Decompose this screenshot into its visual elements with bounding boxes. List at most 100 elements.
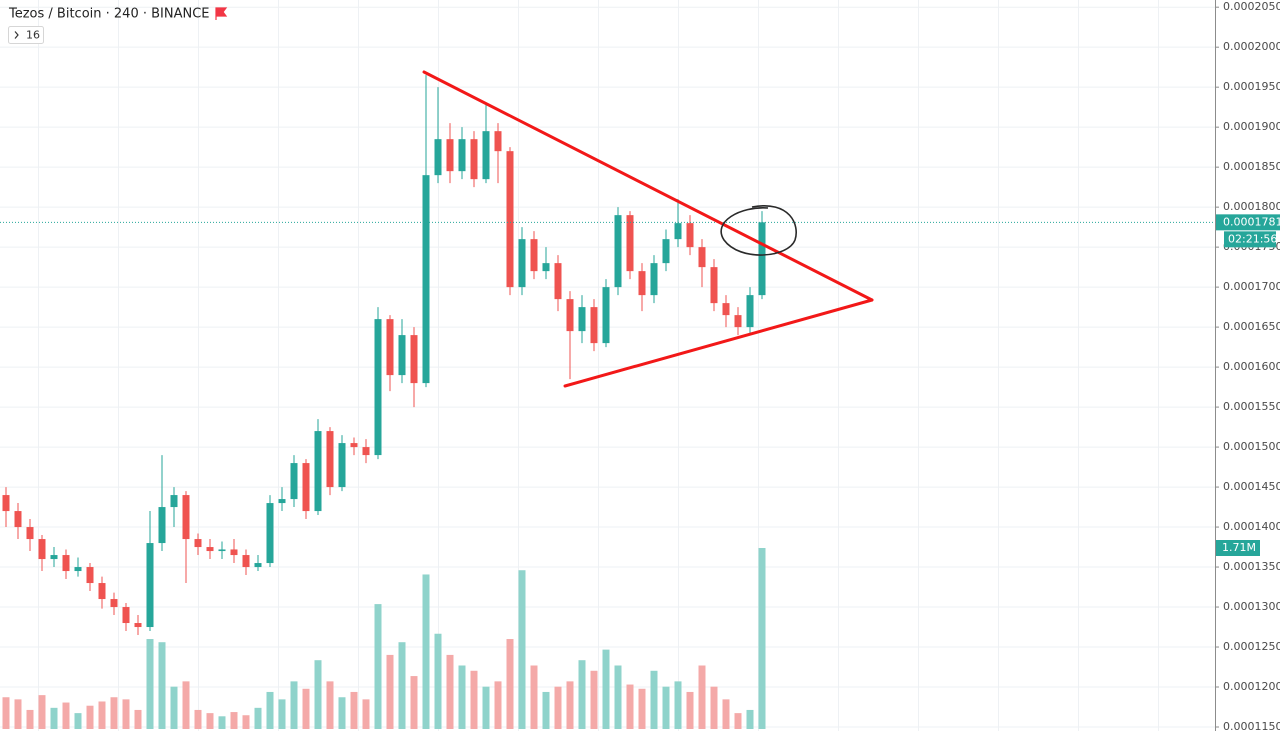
candle-body [254,563,262,568]
candle-body [650,263,658,296]
volume-bar [494,681,502,729]
volume-bar [266,691,274,729]
volume-bar [614,665,622,729]
volume-bar [650,670,658,729]
candle-body [446,139,454,172]
candle-body [278,499,286,504]
volume-bar [242,715,250,729]
candle-body [158,507,166,544]
candle-body [290,463,298,500]
volume-label-box [1216,540,1260,556]
volume-bar [638,688,646,729]
lower-trendline [563,298,874,388]
candle-body [374,319,382,456]
candle-body [326,431,334,488]
candles [0,75,1215,636]
volume-bar [722,699,730,729]
y-tick-label: 0.0001900 [1223,120,1280,133]
countdown-label: 02:21:56 [1228,232,1277,245]
candle-body [266,503,274,564]
volume-bar [278,699,286,729]
candle-body [566,299,574,332]
volume-bar [386,654,394,729]
y-tick-label: 0.0001300 [1223,600,1280,613]
y-tick-label: 0.0001850 [1223,160,1280,173]
candle-body [98,583,106,600]
candle-body [614,215,622,288]
volume-bar [518,570,526,729]
candle-body [470,139,478,180]
candle-body [242,555,250,568]
volume-bar [350,691,358,729]
candle-body [74,567,82,572]
circle-drawing [720,205,797,256]
candle-body [638,271,646,296]
candle-body [182,495,190,540]
candle-body [38,539,46,560]
volume-bar [710,686,718,729]
candle-body [578,307,586,332]
volume-bar [14,699,22,729]
candle-body [698,247,706,268]
candle-body [494,131,502,152]
volume-bar [290,681,298,729]
volume-bar [362,699,370,729]
chevron-icon [14,31,19,39]
indicators-toggle[interactable]: 16 [8,26,44,44]
volume-bar [170,686,178,729]
candle-body [350,443,358,448]
candle-body [146,543,154,628]
candle-body [410,335,418,384]
candle-body [626,215,634,272]
candle-body [50,555,58,560]
toggle-button[interactable] [8,26,44,44]
candle-body [134,623,142,628]
volume-bar [458,665,466,729]
volume-bar [230,712,238,729]
y-tick-label: 0.0002000 [1223,40,1280,53]
candle-body [302,463,310,512]
volume-bar [422,574,430,729]
candle-body [26,527,34,540]
volume-bar [254,707,262,729]
volume-bar [206,713,214,729]
volume-bar [194,709,202,729]
volume-bar [566,681,574,729]
volume-bar [542,691,550,729]
volume-bar [26,709,34,729]
countdown-box [1224,231,1276,248]
candle-body [554,263,562,300]
candle-body [518,239,526,288]
candle-body [602,287,610,344]
volume-bar [182,681,190,729]
candle-body [14,511,22,528]
candle-body [674,223,682,240]
volume-bar [446,654,454,729]
y-tick-label: 0.0001400 [1223,520,1280,533]
y-tick-label: 0.0001200 [1223,680,1280,693]
volume-bar [158,642,166,729]
volume-bar [746,709,754,729]
volume-bar [662,686,670,729]
volume-bar [2,697,10,729]
price-axis-labels: 0.0002050 0.0002000 0.0001950 0.0001900 0.00… [1215,0,1280,731]
volume-bar [146,639,154,729]
y-tick-label: 0.0001500 [1223,440,1280,453]
volume-bar [86,705,94,729]
candle-body [434,139,442,176]
volume-bar [470,670,478,729]
candle-body [398,335,406,376]
candle-body [590,307,598,344]
candle-body [62,555,70,572]
flag-icon[interactable] [215,7,228,20]
last-price-box [1216,214,1280,231]
volume-bar [110,697,118,729]
candle-body [686,223,694,248]
upper-trendline [422,70,874,302]
y-tick-label: 0.0001800 [1223,200,1280,213]
candle-body [722,303,730,316]
y-tick-label: 0.0001450 [1223,480,1280,493]
candle-body [734,315,742,328]
